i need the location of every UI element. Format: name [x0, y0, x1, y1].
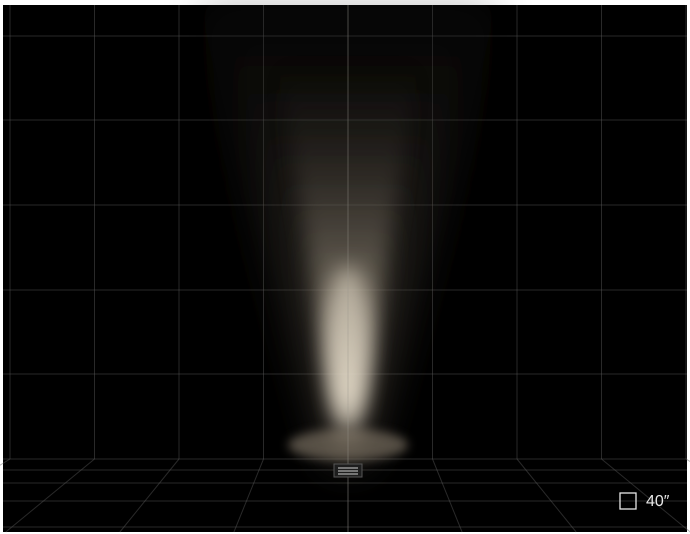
light-beam — [196, 5, 500, 461]
grid-line — [516, 458, 577, 533]
grid-line — [119, 458, 180, 533]
fixture — [333, 463, 363, 478]
grid-line — [432, 458, 463, 533]
grid-line — [5, 458, 95, 533]
scale-label: 40″ — [646, 493, 670, 510]
grid-line — [601, 458, 690, 533]
scale-icon — [619, 492, 637, 510]
grid-line — [233, 458, 264, 533]
